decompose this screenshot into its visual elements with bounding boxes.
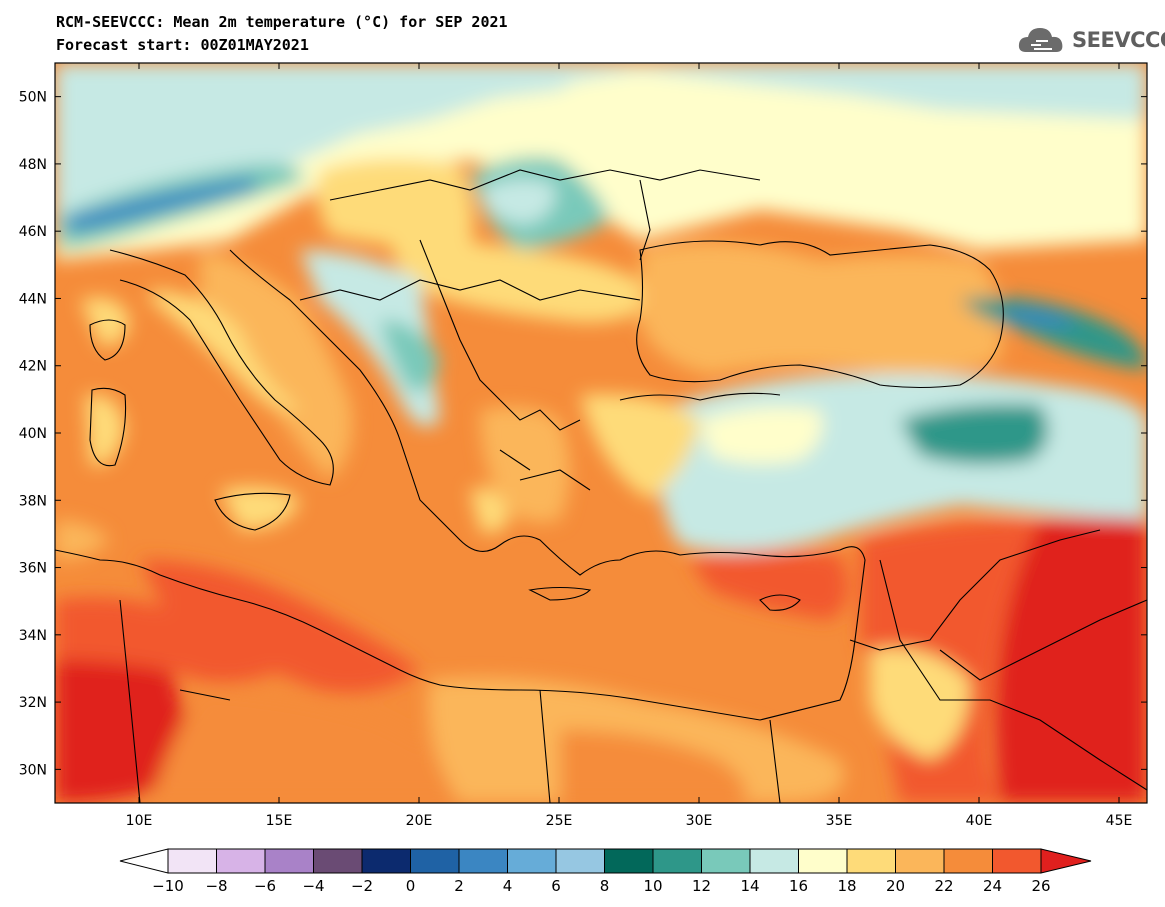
coastlines — [55, 169, 1147, 803]
colorbar-segment — [604, 848, 654, 874]
colorbar-under-triangle — [119, 848, 169, 874]
colorbar-label: 18 — [837, 877, 856, 895]
lat-tick-label: 30N — [19, 762, 47, 778]
colorbar-over-triangle — [1040, 848, 1092, 874]
latitude-axis: 50N 48N 46N 44N 42N 40N 38N 36N 34N 32N 30N — [19, 90, 1147, 778]
colorbar-segment — [701, 848, 751, 874]
colorbar-segment — [361, 848, 411, 874]
colorbar-segment — [798, 848, 848, 874]
colorbar-label: −6 — [254, 877, 276, 895]
lon-tick-label: 15E — [266, 813, 293, 829]
colorbar-segment — [943, 848, 993, 874]
lat-tick-label: 34N — [19, 628, 47, 644]
lon-tick-label: 10E — [126, 813, 153, 829]
colorbar-segment — [216, 848, 266, 874]
colorbar-label: 16 — [789, 877, 808, 895]
logo-text: SEEVCCC — [1072, 28, 1165, 52]
temperature-field — [55, 63, 1147, 803]
colorbar-segment — [749, 848, 799, 874]
colorbar-segment — [992, 848, 1042, 874]
lat-tick-label: 46N — [19, 224, 47, 240]
map-title: RCM-SEEVCCC: Mean 2m temperature (°C) fo… — [56, 13, 508, 31]
lat-tick-label: 32N — [19, 695, 47, 711]
colorbar-segment — [652, 848, 702, 874]
longitude-axis: 10E 15E 20E 25E 30E 35E 40E 45E — [126, 63, 1133, 829]
colorbar-segment — [313, 848, 363, 874]
lon-tick-label: 45E — [1106, 813, 1133, 829]
lon-tick-label: 20E — [406, 813, 433, 829]
colorbar-label: 26 — [1031, 877, 1050, 895]
colorbar-label: 8 — [600, 877, 610, 895]
colorbar-segment — [410, 848, 460, 874]
lat-tick-label: 48N — [19, 157, 47, 173]
forecast-start-label: Forecast start: 00Z01MAY2021 — [56, 36, 309, 54]
seevccc-logo: SEEVCCC — [1016, 22, 1165, 58]
cloud-icon — [1018, 28, 1063, 52]
lon-tick-label: 35E — [826, 813, 853, 829]
lon-tick-label: 30E — [686, 813, 713, 829]
colorbar-label: 24 — [983, 877, 1002, 895]
colorbar-label: 20 — [886, 877, 905, 895]
colorbar-segment — [846, 848, 896, 874]
colorbar-label: −10 — [152, 877, 184, 895]
lat-tick-label: 38N — [19, 493, 47, 509]
lat-tick-label: 42N — [19, 359, 47, 375]
colorbar-label: 14 — [740, 877, 759, 895]
lon-tick-label: 40E — [966, 813, 993, 829]
lat-tick-label: 50N — [19, 90, 47, 106]
colorbar-segment — [458, 848, 508, 874]
colorbar-label: 0 — [406, 877, 416, 895]
lat-tick-label: 40N — [19, 426, 47, 442]
colorbar-segment — [167, 848, 217, 874]
colorbar-segment — [555, 848, 605, 874]
colorbar-segment — [507, 848, 557, 874]
colorbar-segment — [264, 848, 314, 874]
colorbar-label: 10 — [643, 877, 662, 895]
lon-tick-label: 25E — [546, 813, 573, 829]
colorbar-label: 4 — [503, 877, 513, 895]
colorbar-label: 12 — [692, 877, 711, 895]
lat-tick-label: 44N — [19, 291, 47, 307]
colorbar: −10 −8 −6 −4 −2 0 2 4 6 8 10 12 14 16 18 20 22 24 26 — [119, 848, 1092, 895]
lat-tick-label: 36N — [19, 561, 47, 577]
colorbar-segment — [895, 848, 945, 874]
colorbar-label: 2 — [454, 877, 464, 895]
colorbar-label: 6 — [551, 877, 561, 895]
colorbar-label: −2 — [351, 877, 373, 895]
colorbar-label: −4 — [302, 877, 324, 895]
colorbar-label: −8 — [205, 877, 227, 895]
colorbar-label: 22 — [934, 877, 953, 895]
